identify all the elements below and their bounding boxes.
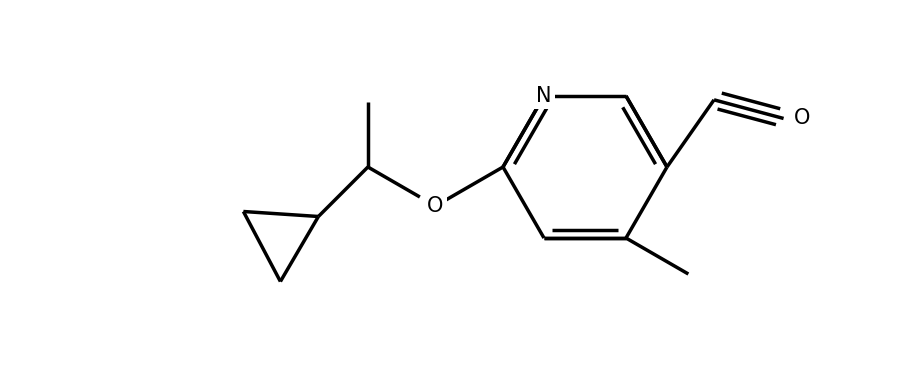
Text: O: O bbox=[427, 196, 443, 216]
Text: O: O bbox=[793, 108, 810, 128]
Text: N: N bbox=[536, 86, 551, 106]
